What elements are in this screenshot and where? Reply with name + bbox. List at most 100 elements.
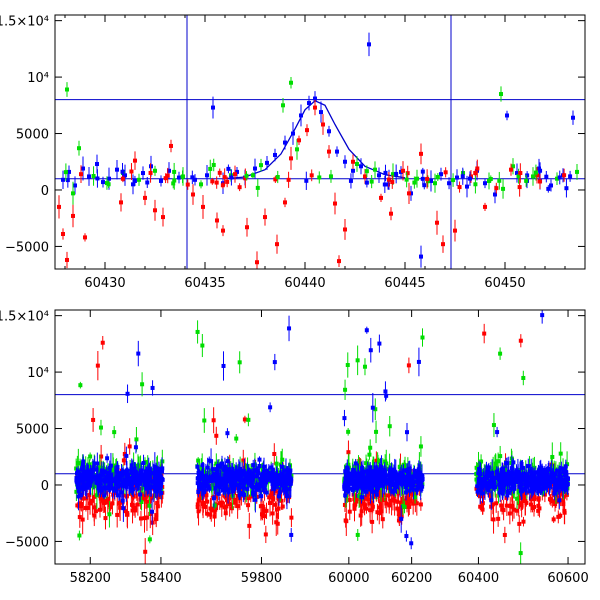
data-point (289, 80, 293, 85)
data-point (289, 515, 294, 520)
data-point (169, 143, 173, 148)
data-point (103, 486, 108, 491)
data-point (217, 501, 222, 506)
data-point (482, 331, 487, 336)
data-point (515, 171, 519, 176)
data-point (497, 178, 502, 183)
data-point (387, 424, 392, 429)
data-point (266, 471, 271, 476)
data-point (489, 498, 494, 503)
data-point (83, 505, 88, 510)
data-point (381, 476, 386, 481)
data-point (363, 174, 367, 179)
data-point (272, 486, 277, 491)
data-point (480, 501, 485, 506)
data-point (157, 478, 162, 483)
data-point (123, 483, 128, 488)
data-point (138, 492, 143, 497)
data-point (280, 504, 285, 509)
data-point (119, 200, 123, 205)
data-point (544, 174, 549, 179)
data-point (139, 499, 144, 504)
data-point (557, 498, 562, 503)
data-point (283, 200, 287, 205)
data-point (130, 502, 135, 507)
data-point (383, 170, 388, 175)
data-point (351, 467, 356, 472)
x-tick-label: 60440 (284, 276, 325, 291)
data-point (350, 479, 355, 484)
data-point (255, 260, 259, 265)
data-point (200, 343, 205, 348)
data-point (260, 512, 265, 517)
data-point (367, 452, 372, 457)
data-point (552, 491, 557, 496)
data-point (381, 483, 386, 488)
data-point (262, 485, 267, 490)
data-point (304, 178, 309, 183)
data-point (305, 128, 309, 133)
data-point (457, 185, 462, 190)
data-point (150, 509, 155, 514)
data-point (377, 467, 382, 472)
data-point (506, 490, 511, 495)
data-point (505, 113, 509, 118)
data-point (269, 478, 274, 483)
data-point (257, 487, 262, 492)
data-point (380, 517, 385, 522)
data-point (404, 474, 409, 479)
data-point (163, 176, 168, 181)
data-point (429, 178, 433, 183)
data-point (547, 497, 552, 502)
data-point (353, 472, 358, 477)
data-point (90, 467, 95, 472)
data-point (383, 389, 388, 394)
data-point (401, 468, 406, 473)
data-point (393, 474, 398, 479)
data-point (127, 444, 132, 449)
data-point (210, 179, 215, 184)
data-point (87, 475, 92, 480)
data-point (237, 493, 242, 498)
data-point (287, 487, 292, 492)
data-point (357, 458, 362, 463)
data-point (107, 512, 112, 517)
data-point (195, 504, 200, 509)
data-point (76, 476, 81, 481)
data-point (390, 180, 395, 185)
data-point (352, 470, 357, 475)
data-point (490, 477, 495, 482)
data-point (443, 170, 448, 175)
data-point (345, 363, 350, 368)
data-point (473, 171, 478, 176)
data-point (71, 213, 75, 218)
data-point (125, 468, 130, 473)
data-point (95, 176, 100, 181)
data-point (482, 470, 487, 475)
data-point (347, 476, 352, 481)
data-point (342, 416, 347, 421)
data-point (92, 461, 97, 466)
data-point (65, 178, 70, 183)
data-point (99, 473, 104, 478)
data-point (225, 459, 230, 464)
data-point (220, 483, 225, 488)
data-point (99, 488, 104, 493)
data-point (565, 462, 570, 467)
data-point (79, 501, 84, 506)
data-point (559, 466, 564, 471)
data-point (211, 496, 216, 501)
data-point (75, 481, 80, 486)
data-point (134, 437, 139, 442)
data-point (272, 452, 277, 457)
data-point (152, 482, 157, 487)
data-point (100, 486, 105, 491)
data-point (562, 173, 567, 178)
data-point (313, 105, 317, 110)
data-point (280, 481, 285, 486)
data-point (205, 484, 210, 489)
data-point (377, 341, 382, 346)
data-point (404, 177, 409, 182)
data-point (287, 478, 292, 483)
data-point (229, 175, 234, 180)
